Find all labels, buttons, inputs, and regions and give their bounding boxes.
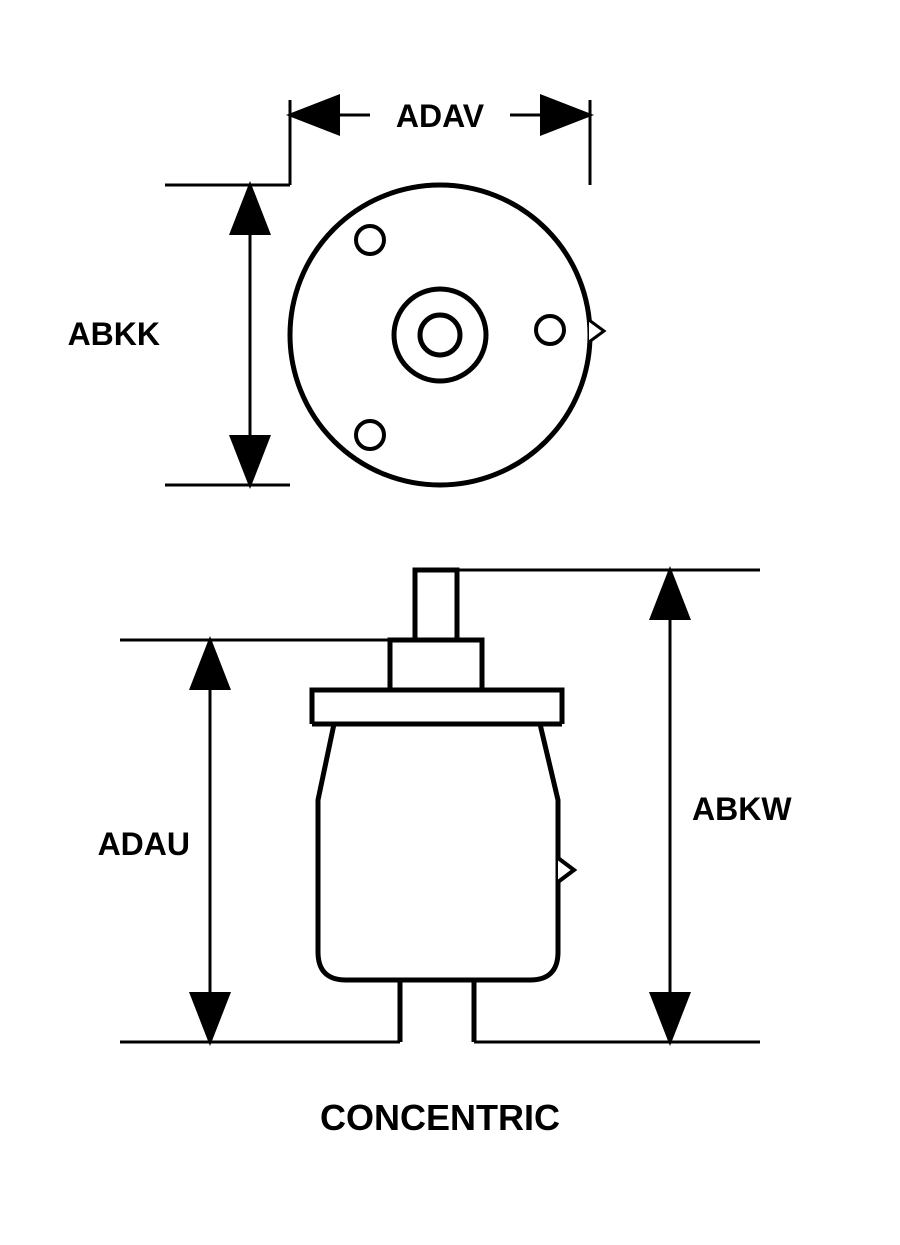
hub-outer — [394, 289, 486, 381]
dimension-adav: ADAV — [290, 98, 590, 185]
hole-3 — [356, 421, 384, 449]
body — [318, 724, 558, 980]
flange — [312, 690, 562, 724]
hole-1 — [356, 226, 384, 254]
hole-2 — [536, 316, 564, 344]
label-adav: ADAV — [396, 98, 485, 134]
side-notch — [558, 858, 574, 882]
side-view: ADAU ABKW — [98, 570, 793, 1042]
label-abkw: ABKW — [692, 791, 792, 827]
outer-circle — [290, 185, 590, 485]
collar — [390, 640, 482, 690]
label-abkk: ABKK — [68, 316, 160, 352]
diagram-title: CONCENTRIC — [320, 1097, 560, 1138]
hub-inner — [420, 315, 460, 355]
top-view: ADAV ABKK — [68, 98, 604, 485]
bottom-shaft — [400, 980, 474, 1042]
engineering-diagram: ADAV ABKK — [0, 0, 900, 1245]
label-adau: ADAU — [98, 826, 190, 862]
top-notch — [589, 320, 604, 342]
top-shaft — [415, 570, 457, 640]
dimension-abkk: ABKK — [68, 185, 290, 485]
